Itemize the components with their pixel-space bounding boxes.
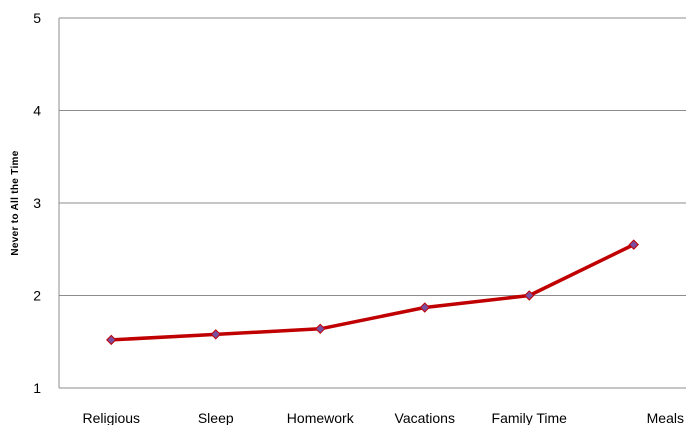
y-tick-label: 2 xyxy=(33,288,41,304)
data-point-marker xyxy=(524,290,535,301)
gridlines xyxy=(59,17,686,296)
data-point-marker xyxy=(315,323,326,335)
series xyxy=(106,239,639,346)
y-tick-label: 3 xyxy=(33,195,41,211)
y-axis-title: Never to All the Time xyxy=(10,150,21,255)
axes xyxy=(58,18,686,389)
x-tick-labels: Religious Sleep Homework Vacations Family Ti… xyxy=(82,410,684,425)
data-point-marker xyxy=(419,302,430,313)
x-tick-label: Meals xyxy=(647,410,684,425)
y-tick-labels: 1 2 3 4 5 xyxy=(33,10,41,396)
y-tick-label: 4 xyxy=(33,103,41,119)
series-line xyxy=(111,243,635,342)
x-tick-label: Religious xyxy=(82,410,140,425)
x-tick-label: Vacations xyxy=(395,410,455,425)
x-tick-label: Family Time xyxy=(492,410,568,425)
x-tick-label: Homework xyxy=(287,410,355,425)
data-point-marker xyxy=(628,239,639,250)
data-point-marker xyxy=(106,334,117,346)
y-tick-label: 1 xyxy=(33,380,41,396)
x-tick-label: Sleep xyxy=(198,410,234,425)
y-tick-label: 5 xyxy=(33,10,41,26)
data-point-marker xyxy=(210,329,221,340)
